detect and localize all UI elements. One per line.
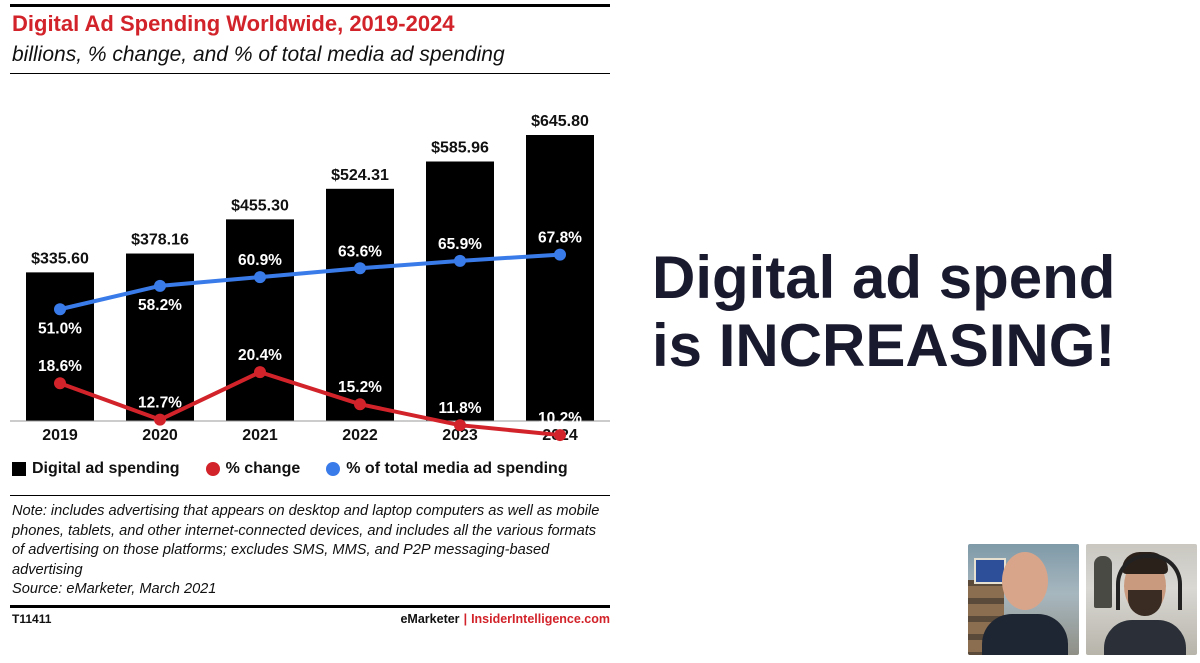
- person-torso-icon: [1104, 620, 1186, 655]
- headline-line-1: Digital ad spend: [652, 244, 1116, 311]
- person-head-icon: [1002, 552, 1048, 610]
- share-point-2023: [454, 254, 466, 267]
- share-point-2024: [554, 248, 566, 261]
- brand-separator: |: [463, 612, 468, 626]
- bar-2022: [326, 188, 394, 421]
- share-line: [59, 252, 561, 312]
- x-tick-2023: 2023: [442, 427, 478, 444]
- share-point-2019: [54, 303, 66, 316]
- subtitle-rule: [10, 73, 610, 74]
- bar-2019: [26, 272, 94, 421]
- legend-label-spending: Digital ad spending: [32, 460, 180, 477]
- slide-headline: Digital ad spend is INCREASING!: [652, 244, 1192, 380]
- share-label-2021: 60.9%: [238, 252, 282, 269]
- statue-icon: [1094, 556, 1112, 608]
- change-point-2019: [54, 377, 66, 390]
- brand-insider-link[interactable]: InsiderIntelligence.com: [471, 612, 610, 626]
- legend-item-spending: Digital ad spending: [12, 460, 180, 478]
- bar-2024: [526, 135, 594, 421]
- brand-emarketer: eMarketer: [400, 612, 460, 626]
- chart-id: T11411: [12, 612, 52, 626]
- change-point-2023: [454, 419, 466, 432]
- bar-label-2023: $585.96: [431, 140, 489, 157]
- chart-legend: Digital ad spending % change % of total …: [12, 459, 594, 479]
- chart-plot: $335.60 $378.16 $455.30 $524.31 $585.96 $645.…: [10, 113, 610, 444]
- change-label-2022: 15.2%: [338, 379, 382, 396]
- footer-rule: [10, 605, 610, 608]
- change-point-2024: [554, 429, 566, 442]
- change-label-2023: 11.8%: [438, 400, 481, 417]
- share-label-2024: 67.8%: [538, 230, 582, 247]
- chart-note: Note: includes advertising that appears …: [12, 502, 608, 600]
- share-label-2022: 63.6%: [338, 243, 382, 260]
- change-point-2021: [254, 366, 266, 379]
- legend-swatch-red-dot-icon: [205, 462, 220, 476]
- bar-label-2021: $455.30: [231, 197, 289, 214]
- legend-swatch-blue-dot-icon: [326, 462, 341, 476]
- share-point-2021: [254, 271, 266, 284]
- bar-label-2022: $524.31: [331, 167, 389, 184]
- person-torso-icon: [982, 614, 1068, 655]
- bar-label-2024: $645.80: [531, 113, 589, 130]
- share-label-2020: 58.2%: [138, 297, 182, 314]
- change-point-2022: [354, 398, 366, 411]
- legend-item-share: % of total media ad spending: [326, 460, 568, 478]
- bar-label-2019: $335.60: [31, 250, 89, 267]
- presenter-video-icon[interactable]: [968, 544, 1079, 655]
- legend-swatch-square-icon: [12, 462, 26, 476]
- bar-2023: [426, 161, 494, 422]
- legend-label-share: % of total media ad spending: [346, 460, 568, 477]
- share-label-2019: 51.0%: [38, 320, 82, 337]
- headset-icon: [1116, 554, 1182, 610]
- chart-title: Digital Ad Spending Worldwide, 2019-2024: [12, 11, 455, 36]
- top-rule: [10, 4, 610, 7]
- change-line: [59, 370, 561, 438]
- headline-line-2: is INCREASING!: [652, 312, 1116, 379]
- share-label-2023: 65.9%: [438, 236, 482, 253]
- x-tick-2020: 2020: [142, 427, 178, 444]
- x-tick-2019: 2019: [42, 427, 78, 444]
- share-point-2022: [354, 262, 366, 275]
- change-label-2020: 12.7%: [138, 395, 182, 412]
- chart-panel: Digital Ad Spending Worldwide, 2019-2024…: [10, 0, 610, 663]
- legend-label-change: % change: [225, 460, 301, 477]
- bar-2021: [226, 219, 294, 421]
- bar-label-2020: $378.16: [131, 232, 189, 249]
- legend-item-change: % change: [205, 460, 301, 478]
- note-rule: [10, 495, 610, 496]
- note-text: Note: includes advertising that appears …: [12, 503, 600, 578]
- brand-footer: eMarketer | InsiderIntelligence.com: [400, 612, 610, 626]
- change-point-2020: [154, 413, 166, 426]
- change-label-2019: 18.6%: [38, 358, 82, 375]
- chart-subtitle: billions, % change, and % of total media…: [12, 43, 505, 66]
- change-label-2021: 20.4%: [238, 347, 282, 364]
- x-tick-2022: 2022: [342, 427, 378, 444]
- x-tick-2021: 2021: [242, 427, 278, 444]
- share-point-2020: [154, 279, 166, 292]
- source-text: Source: eMarketer, March 2021: [12, 581, 217, 597]
- change-label-2024: 10.2%: [538, 410, 582, 427]
- participant-video-icon[interactable]: [1086, 544, 1197, 655]
